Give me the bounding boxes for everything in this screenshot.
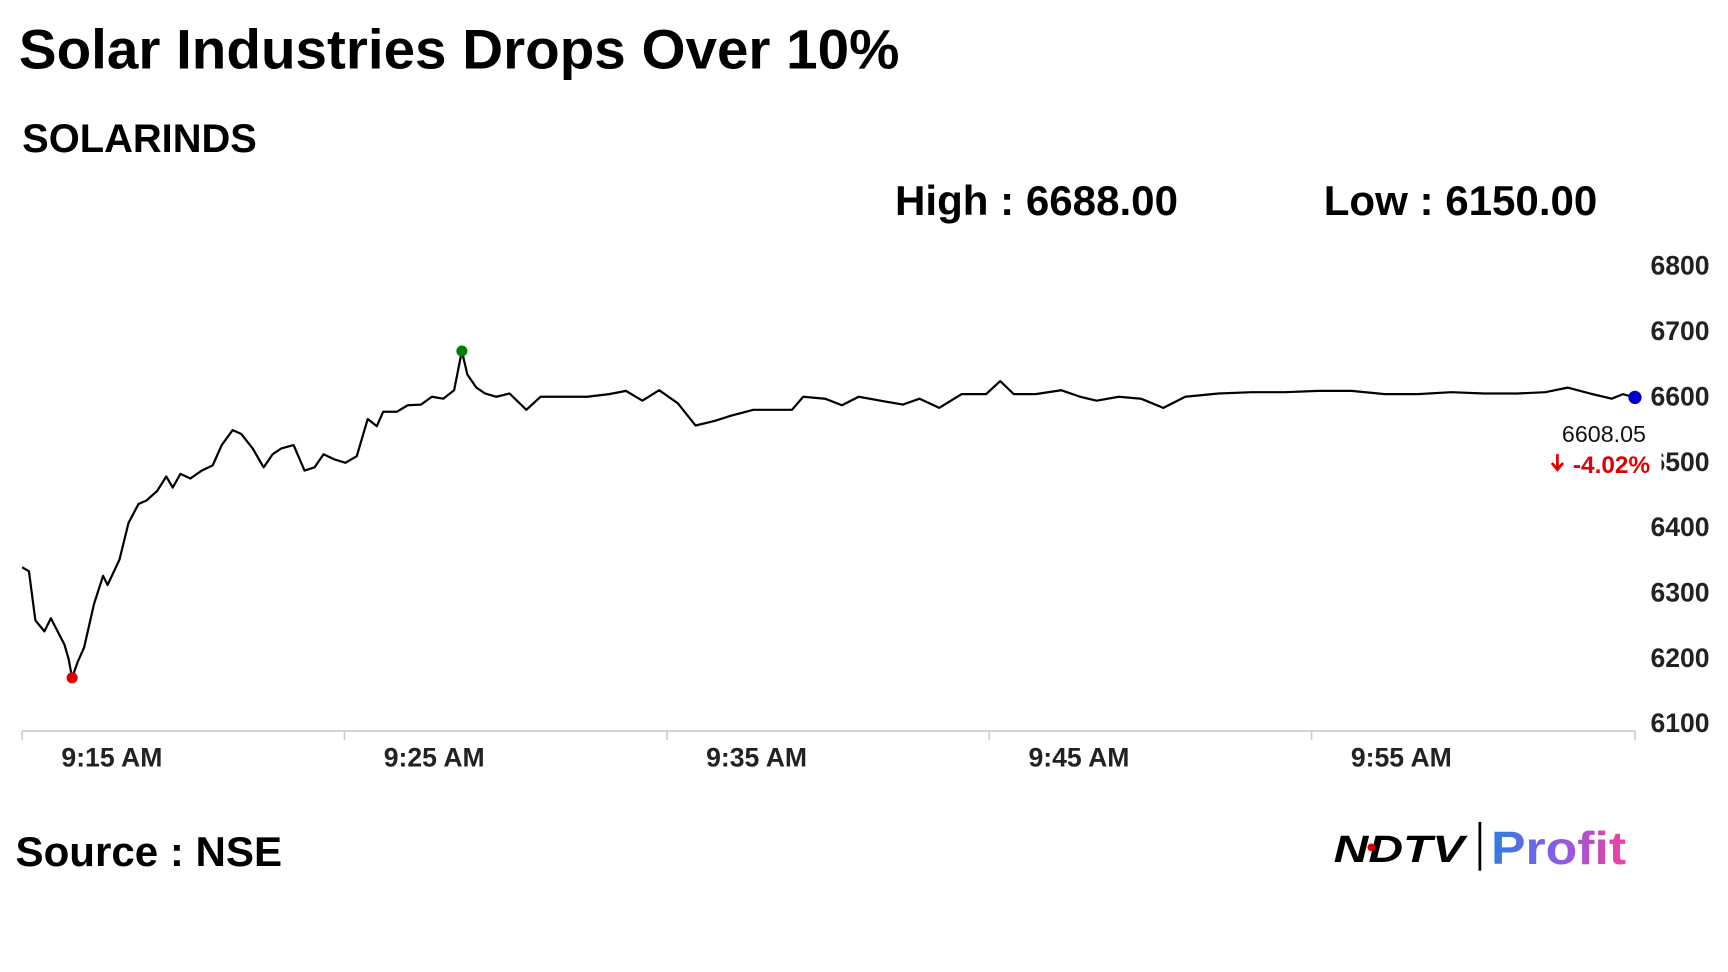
price-line [21,349,1636,679]
y-tick-label: 6400 [1650,512,1709,542]
y-tick-label: 6300 [1650,577,1709,607]
x-tick-label: 9:45 AM [1029,743,1130,773]
change-label: -4.02% [1573,452,1651,479]
high-marker [456,345,468,357]
y-tick-label: 6700 [1650,316,1709,346]
last-marker [1628,390,1642,405]
source: Source : NSE [16,828,283,875]
y-tick-label: 6800 [1650,251,1709,281]
y-tick-label: 6200 [1650,643,1709,673]
logo-profit: Profit [1491,822,1626,874]
high-annotation: High : 6688.00 [895,177,1178,224]
chart-title: Solar Industries Drops Over 10% [19,19,900,81]
logo-ndtv: NDTV [1334,828,1468,870]
y-tick-label: 6600 [1650,381,1709,411]
x-tick-label: 9:35 AM [706,743,807,773]
logo-dot [1367,843,1376,852]
label-bg [1546,418,1662,481]
y-tick-label: 6100 [1650,708,1709,738]
chart-subtitle: SOLARINDS [22,117,257,161]
x-tick-label: 9:15 AM [61,743,162,773]
down-arrow [1550,454,1565,472]
low-annotation: Low : 6150.00 [1324,177,1598,224]
x-tick-label: 9:55 AM [1351,743,1452,773]
low-marker [66,672,78,684]
x-tick-label: 9:25 AM [384,743,485,773]
change-annotation: -4.02% [1550,452,1651,479]
last-price-label: 6608.05 [1562,421,1646,447]
